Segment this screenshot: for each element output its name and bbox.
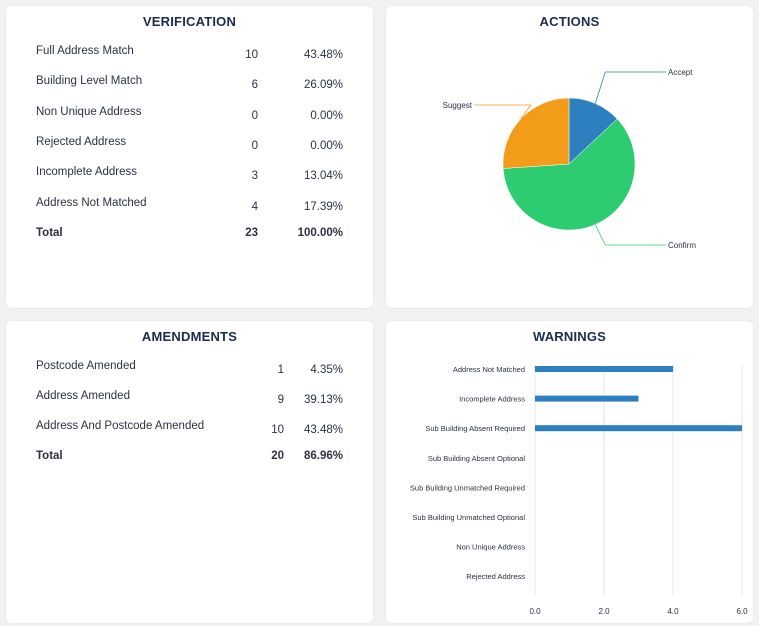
pie-slice-suggest (502, 97, 570, 169)
verification-row-count: 4 (251, 200, 258, 213)
amendments-row-count: 10 (271, 424, 284, 436)
verification-row-percent: 0.00% (310, 109, 343, 122)
amendments-row-count: 1 (277, 364, 284, 376)
verification-title: VERIFICATION (142, 14, 237, 29)
pie-label-suggest: Suggest (443, 101, 473, 110)
amendments-total-label: Total (36, 450, 63, 462)
pie-slice-confirm (502, 118, 636, 231)
amendments-total-row: Total 20 86.96% (6, 450, 373, 470)
amendments-total-count: 20 (271, 450, 284, 462)
amendments-row-label: Postcode Amended (36, 360, 136, 372)
verification-row-label: Building Level Match (36, 75, 143, 88)
actions-title: ACTIONS (539, 14, 600, 29)
verification-row-percent: 43.48% (303, 49, 343, 61)
bar-address-not-matched (535, 366, 673, 372)
actions-card: ACTIONS Accept Confirm Suggest (386, 6, 753, 308)
verification-row: Full Address Match 10 43.48% (6, 45, 373, 65)
verification-row-percent: 17.39% (303, 200, 343, 213)
verification-row-label: Address Not Matched (36, 196, 147, 209)
verification-row: Building Level Match 6 26.09% (6, 75, 373, 95)
amendments-row-percent: 43.48% (303, 424, 343, 436)
verification-row-label: Non Unique Address (36, 105, 142, 118)
bar-category-label: Address Not Matched (453, 365, 525, 374)
amendments-row: Postcode Amended 1 4.35% (6, 360, 373, 380)
verification-row-count: 6 (251, 79, 258, 92)
warnings-title: WARNINGS (532, 329, 607, 344)
verification-row: Incomplete Address 3 13.04% (6, 166, 373, 186)
warnings-bar-chart: 0.0 2.0 4.0 6.0 Address Not Matched Incomplet… (410, 365, 748, 616)
pie-leader-confirm (594, 224, 666, 246)
verification-row: Rejected Address 0 0.00% (6, 136, 373, 156)
bar-category-label: Sub Building Absent Required (425, 424, 525, 433)
amendments-row-percent: 4.35% (310, 364, 343, 376)
bar-category-label: Non Unique Address (456, 543, 525, 552)
verification-row-percent: 0.00% (310, 139, 343, 152)
verification-row-count: 3 (251, 170, 258, 183)
amendments-row-percent: 39.13% (303, 394, 343, 406)
warnings-card: WARNINGS 0.0 2.0 4.0 6.0 Address Not Matched… (386, 321, 753, 623)
amendments-row: Address Amended 9 39.13% (6, 390, 373, 410)
bar-category-label: Incomplete Address (459, 395, 525, 404)
pie-label-confirm: Confirm (668, 241, 696, 250)
verification-total-count: 23 (245, 226, 258, 239)
pie-label-accept: Accept (668, 68, 693, 77)
verification-total-percent: 100.00% (297, 226, 343, 239)
amendments-title: AMENDMENTS (141, 329, 238, 344)
verification-total-row: Total 23 100.00% (6, 227, 373, 247)
pie-leader-suggest (474, 104, 532, 120)
pie-leader-accept (594, 71, 666, 104)
actions-pie-chart: Accept Confirm Suggest (443, 68, 697, 250)
verification-row: Non Unique Address 0 0.00% (6, 106, 373, 126)
verification-row-percent: 26.09% (303, 79, 343, 92)
bar-sub-building-absent-required (535, 425, 742, 432)
verification-row-label: Rejected Address (36, 135, 127, 148)
bar-category-label: Sub Building Unmatched Optional (412, 513, 525, 522)
bar-x-tick-label: 4.0 (667, 607, 679, 616)
verification-row-count: 0 (251, 139, 258, 152)
amendments-row-count: 9 (277, 394, 284, 406)
verification-row-label: Incomplete Address (36, 166, 138, 179)
bar-incomplete-address (535, 395, 639, 402)
bar-category-label: Sub Building Absent Optional (428, 454, 525, 463)
verification-row-count: 0 (251, 109, 258, 122)
verification-total-label: Total (36, 226, 63, 239)
amendments-row-label: Address And Postcode Amended (36, 420, 205, 432)
bar-x-tick-label: 0.0 (529, 607, 541, 616)
bar-category-label: Rejected Address (466, 572, 525, 581)
verification-row-percent: 13.04% (303, 170, 343, 183)
amendments-total-percent: 86.96% (303, 450, 343, 462)
amendments-row-label: Address Amended (36, 390, 130, 402)
verification-row: Address Not Matched 4 17.39% (6, 197, 373, 217)
bar-category-label: Sub Building Unmatched Required (410, 483, 525, 492)
bar-x-tick-label: 6.0 (736, 607, 748, 616)
verification-card: VERIFICATION Full Address Match 10 43.48% B… (6, 6, 373, 308)
verification-row-label: Full Address Match (36, 45, 134, 57)
bar-x-tick-label: 2.0 (598, 607, 610, 616)
verification-row-count: 10 (245, 49, 258, 61)
amendments-row: Address And Postcode Amended 10 43.48% (6, 420, 373, 440)
amendments-card: AMENDMENTS Postcode Amended 1 4.35% Address… (6, 321, 373, 623)
